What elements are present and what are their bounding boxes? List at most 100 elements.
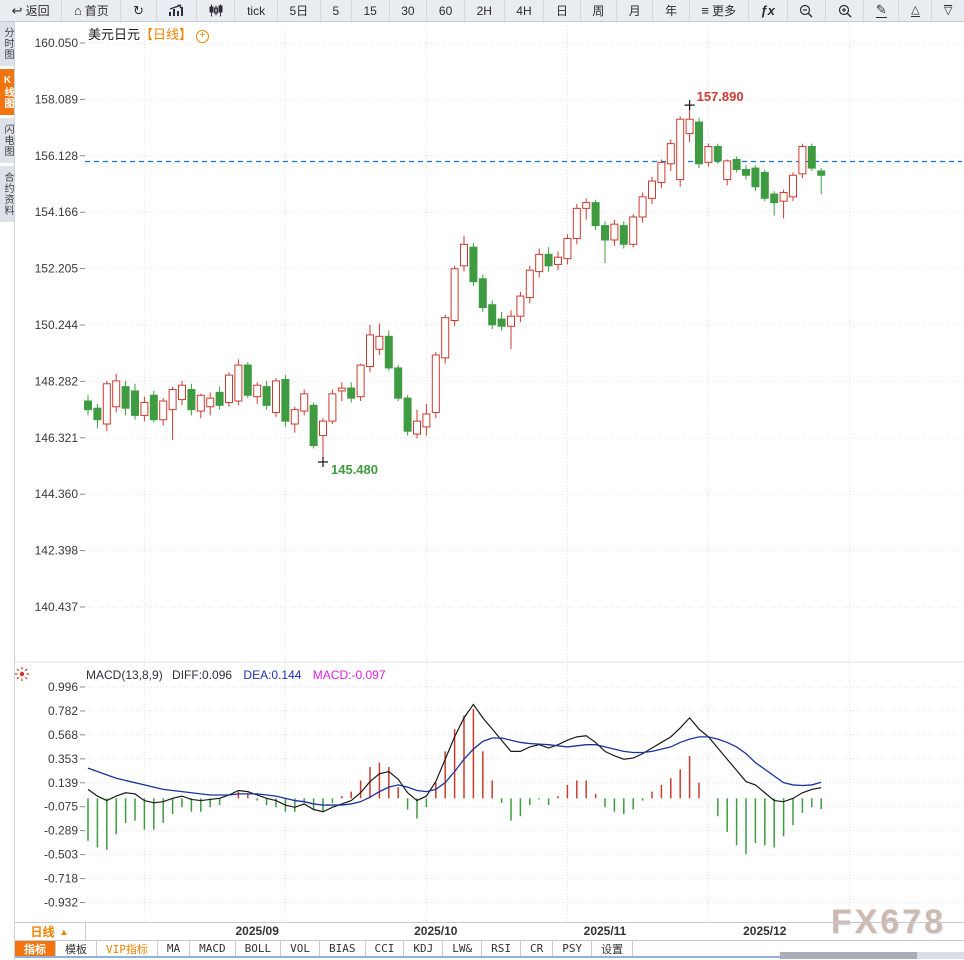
svg-text:0.568: 0.568 <box>48 728 78 742</box>
refresh-icon: ↻ <box>133 3 145 18</box>
home-icon: ⌂ <box>73 3 82 18</box>
add-indicator-icon[interactable]: + <box>196 30 210 43</box>
period-month-button[interactable]: 月 <box>617 0 654 21</box>
svg-text:158.089: 158.089 <box>35 92 79 106</box>
period-5min-button[interactable]: 5 <box>321 0 352 21</box>
bar-chart-type-button[interactable] <box>157 0 198 21</box>
candlestick-type-button[interactable] <box>197 0 236 21</box>
macd-dea-value: DEA:0.144 <box>243 668 302 682</box>
indicator-tab-CR[interactable]: CR <box>521 941 554 956</box>
indicator-tab-LW&[interactable]: LW& <box>443 941 483 956</box>
svg-text:144.360: 144.360 <box>35 487 79 501</box>
svg-text:2025/12: 2025/12 <box>743 924 787 938</box>
svg-text:2025/09: 2025/09 <box>236 924 280 938</box>
period-tick-button[interactable]: tick <box>235 0 278 21</box>
sidebar-tab-lightning-chart[interactable]: 闪电图 <box>0 118 14 163</box>
panel-expand-icon: △ <box>911 3 920 17</box>
formula-fx-button[interactable]: ƒx <box>749 0 788 21</box>
scrollbar-thumb[interactable] <box>780 952 917 959</box>
zoom-out-icon <box>799 4 813 18</box>
indicator-tab-KDJ[interactable]: KDJ <box>404 941 444 956</box>
indicator-tab-VOL[interactable]: VOL <box>281 941 320 956</box>
chart-title: 美元日元【日线】 + <box>88 24 210 43</box>
zoom-in-button[interactable] <box>826 0 865 21</box>
time-axis-row: 日线 ▲ <box>14 922 964 941</box>
formula-fx-icon: ƒx <box>760 3 775 18</box>
macd-name: MACD(13,8,9) <box>86 668 163 682</box>
zoom-in-icon <box>838 4 852 18</box>
chevron-up-icon: ▲ <box>59 926 69 937</box>
svg-text:157.890: 157.890 <box>697 89 744 104</box>
scrollbar-track[interactable] <box>917 952 964 959</box>
period-30min-button[interactable]: 30 <box>390 0 428 21</box>
svg-text:140.437: 140.437 <box>35 600 79 614</box>
indicator-tabbar: 指标 模板 VIP指标 MA MACD BOLL VOL BIAS CCI KDJ LW& RSI CR… <box>0 940 964 958</box>
back-button[interactable]: ↩ 返回 <box>0 0 63 21</box>
period-5min-button-label: 5 <box>332 3 340 18</box>
home-button-label: 首页 <box>84 4 109 18</box>
indicator-tab-PSY[interactable]: PSY <box>553 941 593 956</box>
indicator-tab-MACD[interactable]: MACD <box>190 941 236 956</box>
period-15min-button[interactable]: 15 <box>352 0 390 21</box>
svg-text:2025/11: 2025/11 <box>584 924 627 938</box>
svg-text:0.996: 0.996 <box>48 680 78 694</box>
indicator-tab-BOLL[interactable]: BOLL <box>236 941 282 956</box>
svg-text:-0.289: -0.289 <box>44 824 78 838</box>
svg-text:0.782: 0.782 <box>48 704 78 718</box>
period-60min-button[interactable]: 60 <box>427 0 465 21</box>
more-icon: ≡ <box>701 3 710 18</box>
home-button[interactable]: ⌂ 首页 <box>62 0 122 21</box>
indicator-tab-指标[interactable]: 指标 <box>14 941 56 956</box>
period-tag: 【日线】 <box>140 27 193 42</box>
more-button-label: 更多 <box>712 4 737 18</box>
more-button[interactable]: ≡ 更多 <box>690 0 749 21</box>
period-dropdown-label: 日线 <box>30 925 55 939</box>
indicator-tab-CCI[interactable]: CCI <box>366 941 405 956</box>
svg-text:146.321: 146.321 <box>35 431 79 445</box>
indicator-tab-设置[interactable]: 设置 <box>592 941 634 956</box>
refresh-button[interactable]: ↻ <box>121 0 157 21</box>
period-30min-button-label: 30 <box>401 3 415 18</box>
indicator-tab-BIAS[interactable]: BIAS <box>320 941 366 956</box>
macd-header: MACD(13,8,9) DIFF:0.096 DEA:0.144 MACD:-… <box>86 668 386 682</box>
period-dropdown-button[interactable]: 日线 ▲ <box>14 923 86 940</box>
svg-text:-0.932: -0.932 <box>44 896 78 910</box>
indicator-tab-RSI[interactable]: RSI <box>482 941 521 956</box>
draw-tool-icon: ✎ <box>875 2 887 18</box>
period-week-button[interactable]: 周 <box>581 0 618 21</box>
period-month-button-label: 月 <box>628 4 641 18</box>
zoom-out-button[interactable] <box>788 0 826 21</box>
period-4h-button[interactable]: 4H <box>505 0 545 21</box>
macd-diff-value: DIFF:0.096 <box>172 668 233 682</box>
panel-expand-button[interactable]: △ <box>899 0 933 21</box>
svg-text:152.205: 152.205 <box>35 262 79 276</box>
indicator-tab-VIP指标[interactable]: VIP指标 <box>97 941 158 956</box>
indicator-tab-MA[interactable]: MA <box>158 941 191 956</box>
period-4h-button-label: 4H <box>516 3 532 18</box>
period-5day-button[interactable]: 5日 <box>278 0 321 21</box>
period-2h-button[interactable]: 2H <box>465 0 505 21</box>
sidebar-tab-kline-chart[interactable]: K线图 <box>0 69 14 115</box>
candlestick-type-icon <box>209 4 223 17</box>
indicator-tab-模板[interactable]: 模板 <box>56 941 97 956</box>
svg-text:0.139: 0.139 <box>48 776 78 790</box>
period-2h-button-label: 2H <box>476 3 492 18</box>
macd-bar-value: MACD:-0.097 <box>312 668 386 682</box>
period-5day-button-label: 5日 <box>289 4 309 18</box>
draw-tool-button[interactable]: ✎ <box>864 0 900 21</box>
back-button-label: 返回 <box>25 4 50 18</box>
svg-text:-0.075: -0.075 <box>44 800 78 814</box>
period-year-button[interactable]: 年 <box>653 0 690 21</box>
svg-text:142.398: 142.398 <box>35 544 79 558</box>
period-day-button[interactable]: 日 <box>544 0 581 21</box>
svg-text:156.128: 156.128 <box>35 149 79 163</box>
sidebar-tab-time-chart[interactable]: 分时图 <box>0 21 14 66</box>
svg-text:2025/10: 2025/10 <box>414 924 458 938</box>
panel-collapse-button[interactable]: ▽ <box>932 0 964 21</box>
left-sidebar: 分时图 K线图闪电图合约资料 <box>0 21 15 960</box>
sidebar-tab-contract-info[interactable]: 合约资料 <box>0 166 14 222</box>
svg-text:0.353: 0.353 <box>48 752 78 766</box>
indicator-highlight-icon[interactable] <box>14 666 30 687</box>
